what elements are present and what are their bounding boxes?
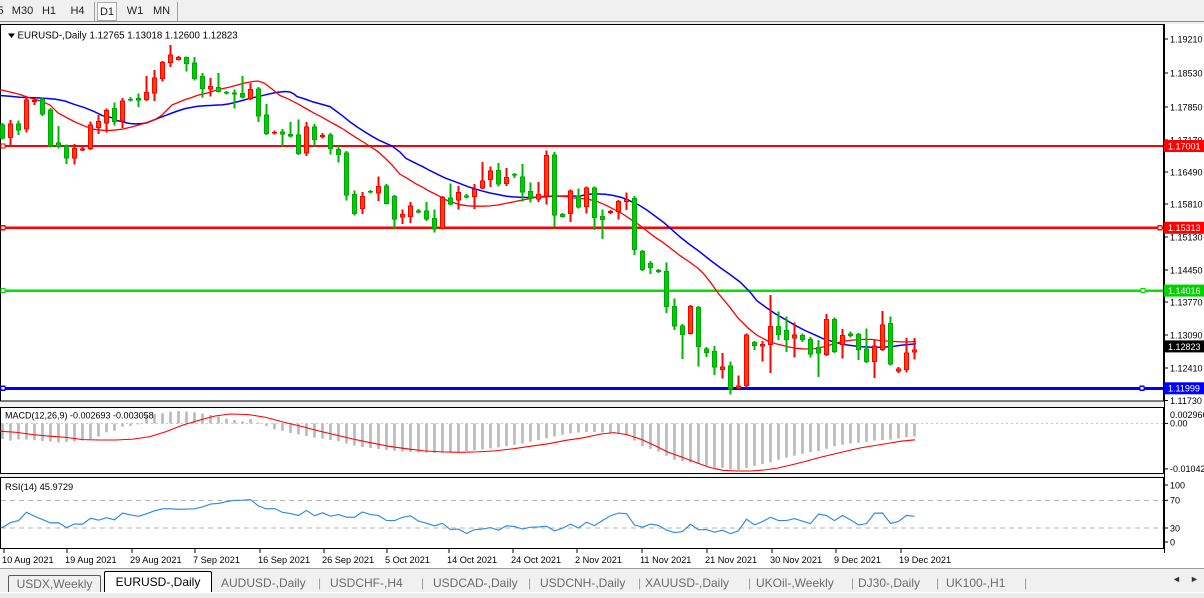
svg-text:10 Aug 2021: 10 Aug 2021	[2, 555, 54, 565]
svg-text:1.11730: 1.11730	[1170, 396, 1202, 406]
svg-text:2 Nov 2021: 2 Nov 2021	[575, 555, 622, 565]
svg-text:RSI(14) 45.9729: RSI(14) 45.9729	[5, 482, 73, 492]
svg-text:16 Sep 2021: 16 Sep 2021	[258, 555, 310, 565]
svg-text:100: 100	[1170, 480, 1185, 490]
svg-text:1.15130: 1.15130	[1170, 232, 1203, 242]
svg-text:0: 0	[1170, 537, 1175, 547]
svg-text:29 Aug 2021: 29 Aug 2021	[130, 555, 182, 565]
svg-text:1.16490: 1.16490	[1170, 167, 1203, 177]
svg-text:1.13770: 1.13770	[1170, 297, 1203, 307]
svg-text:1.12823: 1.12823	[1168, 342, 1201, 352]
svg-text:1.15810: 1.15810	[1170, 199, 1203, 209]
svg-text:19 Dec 2021: 19 Dec 2021	[899, 555, 951, 565]
svg-text:1.15313: 1.15313	[1168, 223, 1201, 233]
svg-text:11 Nov 2021: 11 Nov 2021	[640, 555, 691, 565]
svg-text:-0.01042: -0.01042	[1170, 464, 1204, 474]
svg-text:1.11999: 1.11999	[1168, 384, 1200, 394]
svg-text:0.002966: 0.002966	[1170, 410, 1204, 420]
svg-text:1.12410: 1.12410	[1170, 363, 1203, 373]
svg-text:14 Oct 2021: 14 Oct 2021	[447, 555, 497, 565]
svg-text:1.17850: 1.17850	[1170, 102, 1203, 112]
svg-text:1.14450: 1.14450	[1170, 265, 1203, 275]
svg-text:9 Dec 2021: 9 Dec 2021	[834, 555, 881, 565]
svg-text:21 Nov 2021: 21 Nov 2021	[705, 555, 757, 565]
svg-text:70: 70	[1170, 496, 1180, 506]
svg-text:0.00: 0.00	[1170, 419, 1188, 429]
svg-text:1.18530: 1.18530	[1170, 68, 1203, 78]
svg-text:30 Nov 2021: 30 Nov 2021	[770, 555, 822, 565]
svg-text:1.14016: 1.14016	[1168, 286, 1201, 296]
svg-text:EURUSD-,Daily: EURUSD-,Daily	[18, 31, 87, 42]
svg-text:1.13090: 1.13090	[1170, 330, 1203, 340]
svg-text:7 Sep 2021: 7 Sep 2021	[193, 555, 240, 565]
svg-text:24 Oct 2021: 24 Oct 2021	[511, 555, 561, 565]
svg-text:1.19210: 1.19210	[1170, 34, 1203, 44]
svg-text:19 Aug 2021: 19 Aug 2021	[65, 555, 117, 565]
svg-text:MACD(12,26,9) -0.002693 -0.003: MACD(12,26,9) -0.002693 -0.003058	[5, 411, 154, 421]
svg-text:5 Oct 2021: 5 Oct 2021	[385, 555, 430, 565]
svg-text:30: 30	[1170, 523, 1180, 533]
svg-text:1.17001: 1.17001	[1168, 141, 1201, 151]
svg-text:1.12765 1.13018 1.12600 1.1282: 1.12765 1.13018 1.12600 1.12823	[90, 31, 238, 42]
svg-text:26 Sep 2021: 26 Sep 2021	[322, 555, 374, 565]
